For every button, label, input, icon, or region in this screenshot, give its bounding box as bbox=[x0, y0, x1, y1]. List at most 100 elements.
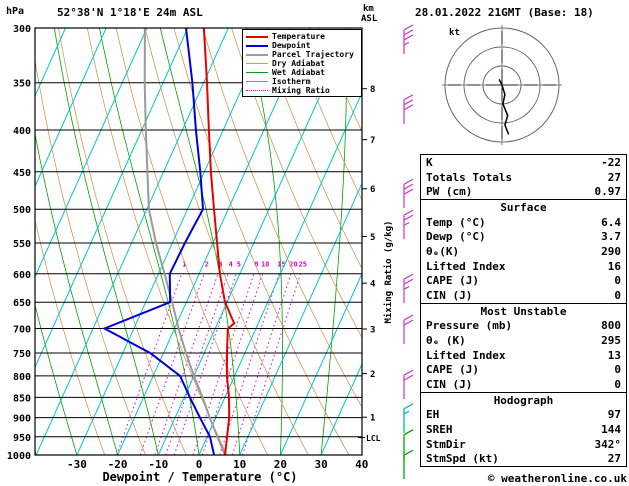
legend-swatch bbox=[246, 44, 268, 47]
pressure-tick-label: 350 bbox=[13, 79, 31, 90]
panel-metric-label: StmDir bbox=[426, 437, 466, 451]
temperature-curve bbox=[202, 28, 236, 455]
pressure-tick-label: 750 bbox=[13, 349, 31, 360]
panel-metric-label: CIN (J) bbox=[426, 377, 473, 391]
legend-item: Temperature bbox=[246, 32, 361, 41]
mixing-ratio-line bbox=[165, 273, 229, 455]
legend-label: Dewpoint bbox=[272, 41, 311, 50]
panel-section-header: Most Unstable bbox=[421, 302, 626, 319]
temp-tick-label: 40 bbox=[355, 458, 368, 471]
km-tick-label: 6 bbox=[370, 185, 375, 195]
wind-barb bbox=[403, 403, 414, 433]
panel-metric-value: 27 bbox=[607, 170, 621, 184]
plot-border bbox=[34, 27, 363, 456]
panel-metric-label: Lifted Index bbox=[426, 348, 506, 362]
isotherm-lines bbox=[35, 28, 362, 455]
pressure-tick-label: 450 bbox=[13, 168, 31, 179]
temperature-axis-title: Dewpoint / Temperature (°C) bbox=[102, 470, 297, 484]
isotherm-line bbox=[239, 182, 362, 455]
panel-row: CIN (J) 0 bbox=[421, 377, 626, 392]
isotherm-line bbox=[320, 362, 362, 455]
legend-swatch bbox=[246, 63, 268, 64]
isotherm-line bbox=[35, 28, 148, 278]
panel-row: Pressure (mb) 800 bbox=[421, 318, 626, 333]
isobar-lines bbox=[35, 28, 362, 455]
wind-barb bbox=[403, 24, 414, 54]
pressure-tick-label: 550 bbox=[13, 239, 31, 250]
panel-metric-label: Pressure (mb) bbox=[426, 319, 513, 333]
legend-label: Temperature bbox=[272, 32, 325, 41]
sounding-profiles bbox=[102, 28, 236, 455]
isotherm-line bbox=[35, 28, 107, 188]
temp-tick-label: 30 bbox=[314, 458, 327, 471]
panel-metric-value: 0 bbox=[614, 377, 621, 391]
panel-metric-label: Dewp (°C) bbox=[426, 230, 486, 244]
panel-metric-label: K bbox=[426, 155, 433, 169]
wind-barb bbox=[403, 273, 414, 304]
mixing-ratio-value-label: 1 bbox=[182, 261, 186, 269]
wet-adiabat-line bbox=[99, 28, 200, 455]
pressure-axis-unit: hPa bbox=[6, 6, 24, 17]
panel-row: SREH 144 bbox=[421, 422, 626, 437]
panel-section-header: Hodograph bbox=[421, 391, 626, 408]
mixing-ratio-value-label: 15 bbox=[277, 261, 285, 269]
panel-metric-label: CAPE (J) bbox=[426, 363, 479, 377]
panel-row: StmDir 342° bbox=[421, 437, 626, 452]
hodograph bbox=[442, 25, 562, 145]
pressure-tick-label: 900 bbox=[13, 414, 31, 425]
legend-swatch bbox=[246, 81, 268, 82]
dry-adiabat-line bbox=[288, 28, 362, 201]
mixing-ratio-axis-label: Mixing Ratio (g/kg) bbox=[383, 221, 394, 324]
panel-row: Totals Totals 27 bbox=[421, 170, 626, 185]
panel-row: Lifted Index 16 bbox=[421, 259, 626, 274]
mixing-ratio-value-label: 2 bbox=[205, 261, 209, 269]
panel-row: θₑ (K) 295 bbox=[421, 333, 626, 348]
legend-item: Parcel Trajectory bbox=[246, 50, 361, 59]
lcl-label: LCL bbox=[366, 434, 381, 443]
isotherm-line bbox=[157, 28, 351, 455]
hodograph-trace bbox=[498, 78, 510, 135]
dry-adiabat-line bbox=[35, 58, 146, 455]
pressure-tick-label: 800 bbox=[13, 372, 31, 383]
isotherm-line bbox=[76, 28, 270, 455]
wind-barb bbox=[403, 209, 414, 240]
isotherm-line bbox=[117, 28, 311, 455]
isotherm-line bbox=[35, 28, 229, 455]
panel-row: Temp (°C) 6.4 bbox=[421, 215, 626, 230]
panel-metric-label: Lifted Index bbox=[426, 259, 506, 273]
legend-swatch bbox=[246, 35, 268, 38]
panel-row: CAPE (J) 0 bbox=[421, 362, 626, 377]
temp-tick-label: 10 bbox=[233, 458, 246, 471]
isotherm-line bbox=[198, 91, 362, 455]
legend-label: Dry Adiabat bbox=[272, 59, 325, 68]
pressure-tick-label: 1000 bbox=[7, 451, 31, 462]
panel-row: CIN (J) 0 bbox=[421, 288, 626, 303]
temp-tick-label: -10 bbox=[148, 458, 168, 471]
panel-metric-value: 13 bbox=[607, 348, 621, 362]
panel-row: EH 97 bbox=[421, 407, 626, 422]
pressure-tick-label: 600 bbox=[13, 270, 31, 281]
legend-item: Mixing Ratio bbox=[246, 86, 361, 95]
mixing-ratio-value-label: 25 bbox=[299, 261, 307, 269]
panel-metric-value: 800 bbox=[601, 319, 621, 333]
panel-row: θₑ(K) 290 bbox=[421, 244, 626, 259]
km-axis-label: km bbox=[363, 4, 374, 14]
panel-metric-label: θₑ (K) bbox=[426, 333, 466, 347]
wind-barbs bbox=[403, 24, 414, 480]
panel-metric-label: Temp (°C) bbox=[426, 215, 486, 229]
panel-metric-value: 342° bbox=[594, 437, 622, 451]
panel-metric-label: SREH bbox=[426, 422, 453, 436]
mixing-ratio-value-label: 4 bbox=[229, 261, 233, 269]
legend-label: Mixing Ratio bbox=[272, 86, 330, 95]
legend-label: Isotherm bbox=[272, 77, 311, 86]
panel-metric-value: 6.4 bbox=[601, 215, 621, 229]
dry-adiabat-line bbox=[260, 28, 362, 270]
dewpoint-curve bbox=[102, 28, 216, 455]
panel-metric-value: 27 bbox=[607, 452, 621, 466]
km-tick-label: 1 bbox=[370, 414, 375, 424]
wind-barb bbox=[403, 94, 414, 124]
panel-metric-value: 290 bbox=[601, 244, 621, 258]
mixing-ratio-value-label: 5 bbox=[237, 261, 241, 269]
